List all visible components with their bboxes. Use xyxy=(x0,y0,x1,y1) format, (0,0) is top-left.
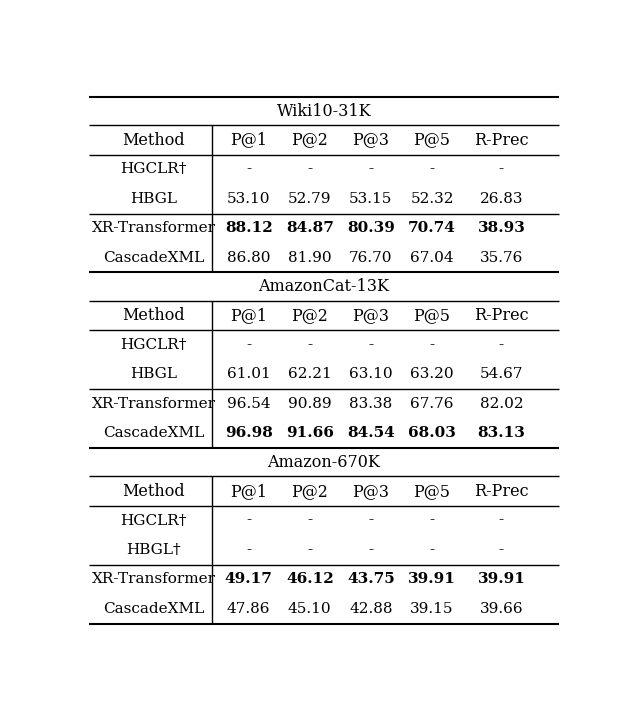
Text: 67.04: 67.04 xyxy=(410,251,454,265)
Text: 84.54: 84.54 xyxy=(347,426,395,440)
Text: Wiki10-31K: Wiki10-31K xyxy=(277,103,371,120)
Text: -: - xyxy=(499,162,504,176)
Text: 96.54: 96.54 xyxy=(227,397,270,411)
Text: HGCLR†: HGCLR† xyxy=(120,513,186,527)
Text: 52.79: 52.79 xyxy=(288,192,332,206)
Text: Method: Method xyxy=(122,483,185,500)
Text: 42.88: 42.88 xyxy=(349,602,392,616)
Text: P@1: P@1 xyxy=(230,483,267,500)
Text: P@1: P@1 xyxy=(230,132,267,149)
Text: 86.80: 86.80 xyxy=(227,251,270,265)
Text: 39.91: 39.91 xyxy=(408,573,456,586)
Text: 63.10: 63.10 xyxy=(349,367,392,382)
Text: -: - xyxy=(368,338,374,352)
Text: -: - xyxy=(368,162,374,176)
Text: 45.10: 45.10 xyxy=(288,602,332,616)
Text: 96.98: 96.98 xyxy=(225,426,272,440)
Text: P@5: P@5 xyxy=(413,132,451,149)
Text: -: - xyxy=(307,543,312,557)
Text: 61.01: 61.01 xyxy=(227,367,270,382)
Text: 53.15: 53.15 xyxy=(349,192,392,206)
Text: Method: Method xyxy=(122,307,185,324)
Text: -: - xyxy=(307,513,312,527)
Text: 43.75: 43.75 xyxy=(347,573,395,586)
Text: -: - xyxy=(307,162,312,176)
Text: -: - xyxy=(368,513,374,527)
Text: 62.21: 62.21 xyxy=(288,367,332,382)
Text: 68.03: 68.03 xyxy=(408,426,456,440)
Text: 54.67: 54.67 xyxy=(480,367,523,382)
Text: 39.66: 39.66 xyxy=(480,602,523,616)
Text: R-Prec: R-Prec xyxy=(474,132,529,149)
Text: 39.15: 39.15 xyxy=(410,602,454,616)
Text: HGCLR†: HGCLR† xyxy=(120,162,186,176)
Text: 90.89: 90.89 xyxy=(288,397,332,411)
Text: 53.10: 53.10 xyxy=(227,192,270,206)
Text: 49.17: 49.17 xyxy=(225,573,272,586)
Text: CascadeXML: CascadeXML xyxy=(103,602,204,616)
Text: 35.76: 35.76 xyxy=(480,251,523,265)
Text: 83.13: 83.13 xyxy=(477,426,525,440)
Text: P@2: P@2 xyxy=(291,307,328,324)
Text: AmazonCat-13K: AmazonCat-13K xyxy=(258,278,389,295)
Text: P@3: P@3 xyxy=(353,132,389,149)
Text: -: - xyxy=(430,513,435,527)
Text: XR-Transformer: XR-Transformer xyxy=(92,222,216,235)
Text: 81.90: 81.90 xyxy=(288,251,332,265)
Text: 52.32: 52.32 xyxy=(410,192,454,206)
Text: 63.20: 63.20 xyxy=(410,367,454,382)
Text: CascadeXML: CascadeXML xyxy=(103,251,204,265)
Text: 67.76: 67.76 xyxy=(410,397,454,411)
Text: -: - xyxy=(246,162,252,176)
Text: 26.83: 26.83 xyxy=(480,192,523,206)
Text: 91.66: 91.66 xyxy=(286,426,334,440)
Text: -: - xyxy=(307,338,312,352)
Text: P@3: P@3 xyxy=(353,307,389,324)
Text: -: - xyxy=(430,543,435,557)
Text: 80.39: 80.39 xyxy=(347,222,395,235)
Text: P@2: P@2 xyxy=(291,483,328,500)
Text: -: - xyxy=(430,162,435,176)
Text: 82.02: 82.02 xyxy=(480,397,523,411)
Text: XR-Transformer: XR-Transformer xyxy=(92,573,216,586)
Text: -: - xyxy=(246,338,252,352)
Text: P@1: P@1 xyxy=(230,307,267,324)
Text: HBGL: HBGL xyxy=(130,367,177,382)
Text: P@5: P@5 xyxy=(413,483,451,500)
Text: P@2: P@2 xyxy=(291,132,328,149)
Text: XR-Transformer: XR-Transformer xyxy=(92,397,216,411)
Text: 70.74: 70.74 xyxy=(408,222,456,235)
Text: 39.91: 39.91 xyxy=(477,573,525,586)
Text: 88.12: 88.12 xyxy=(225,222,272,235)
Text: -: - xyxy=(499,543,504,557)
Text: -: - xyxy=(430,338,435,352)
Text: 76.70: 76.70 xyxy=(349,251,392,265)
Text: 83.38: 83.38 xyxy=(349,397,392,411)
Text: -: - xyxy=(499,513,504,527)
Text: P@5: P@5 xyxy=(413,307,451,324)
Text: HBGL: HBGL xyxy=(130,192,177,206)
Text: -: - xyxy=(246,543,252,557)
Text: Amazon-670K: Amazon-670K xyxy=(267,454,380,471)
Text: -: - xyxy=(499,338,504,352)
Text: 84.87: 84.87 xyxy=(286,222,334,235)
Text: Method: Method xyxy=(122,132,185,149)
Text: 38.93: 38.93 xyxy=(477,222,525,235)
Text: 47.86: 47.86 xyxy=(227,602,270,616)
Text: R-Prec: R-Prec xyxy=(474,307,529,324)
Text: CascadeXML: CascadeXML xyxy=(103,426,204,440)
Text: R-Prec: R-Prec xyxy=(474,483,529,500)
Text: HGCLR†: HGCLR† xyxy=(120,338,186,352)
Text: P@3: P@3 xyxy=(353,483,389,500)
Text: -: - xyxy=(246,513,252,527)
Text: 46.12: 46.12 xyxy=(286,573,334,586)
Text: -: - xyxy=(368,543,374,557)
Text: HBGL†: HBGL† xyxy=(126,543,181,557)
